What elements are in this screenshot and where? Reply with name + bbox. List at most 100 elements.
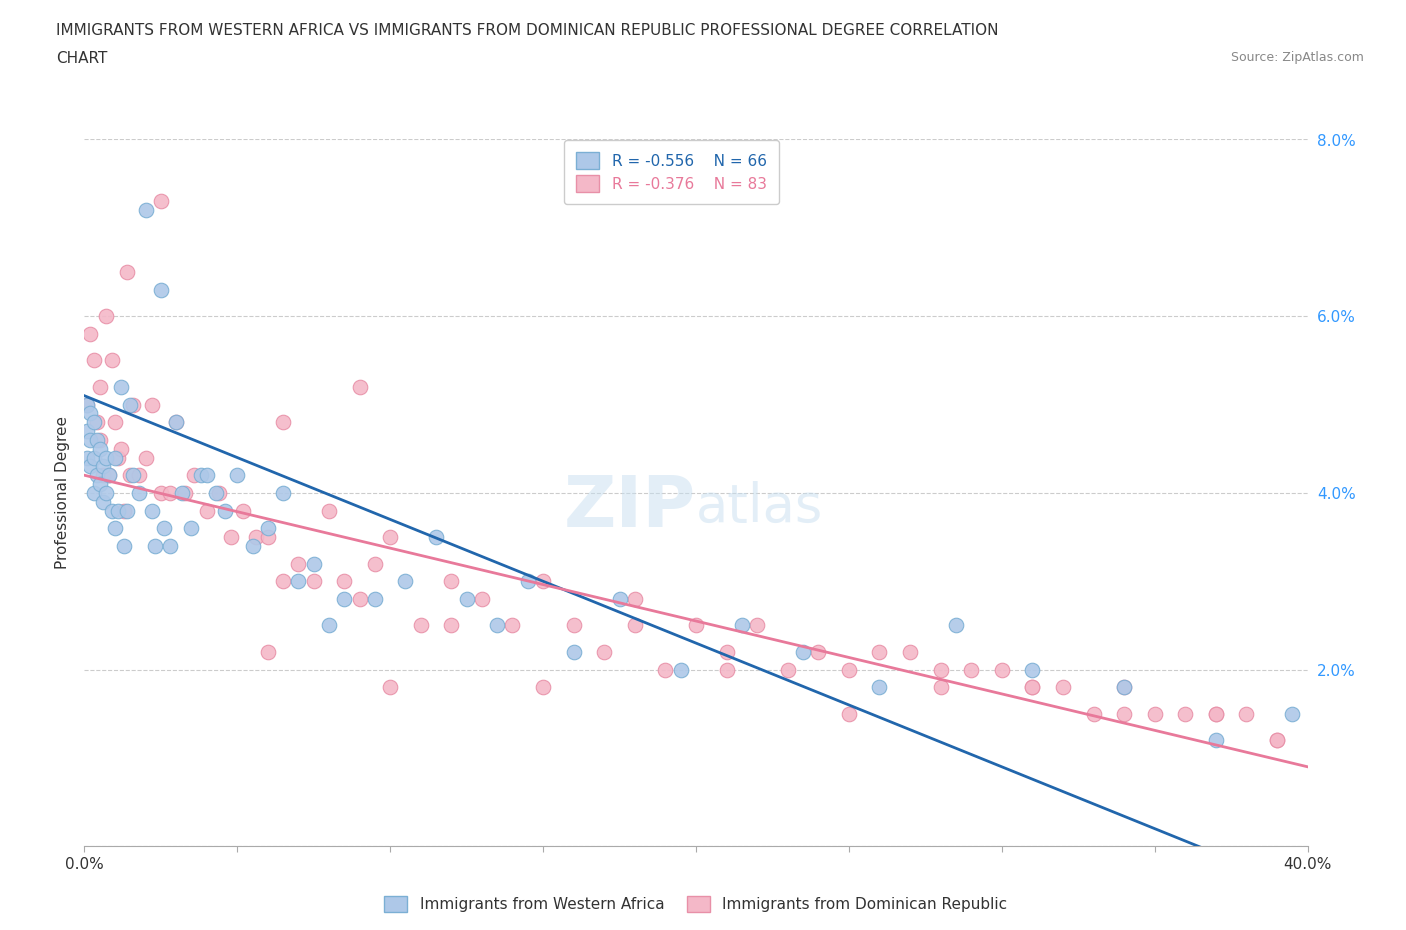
Point	[1114, 680, 1136, 695]
Point	[245, 530, 267, 545]
Point	[318, 503, 340, 518]
Point	[165, 415, 187, 430]
Point	[380, 680, 402, 695]
Point	[110, 379, 132, 394]
Point	[122, 397, 145, 412]
Point	[409, 618, 432, 633]
Point	[1021, 662, 1043, 677]
Point	[333, 574, 356, 589]
Point	[1234, 707, 1257, 722]
Point	[792, 644, 814, 659]
Point	[149, 485, 172, 500]
Point	[349, 591, 371, 606]
Point	[135, 450, 157, 465]
Point	[1281, 707, 1303, 722]
Point	[128, 485, 150, 500]
Point	[531, 680, 554, 695]
Point	[1205, 733, 1227, 748]
Point	[440, 618, 463, 633]
Point	[747, 618, 769, 633]
Point	[76, 397, 98, 412]
Point	[159, 538, 181, 553]
Point	[960, 662, 983, 677]
Point	[83, 415, 105, 430]
Point	[83, 485, 105, 500]
Point	[86, 468, 108, 483]
Point	[807, 644, 830, 659]
Point	[302, 556, 325, 571]
Point	[232, 503, 254, 518]
Point	[471, 591, 494, 606]
Point	[456, 591, 478, 606]
Point	[195, 503, 218, 518]
Point	[869, 680, 891, 695]
Point	[364, 556, 387, 571]
Point	[1265, 733, 1288, 748]
Point	[89, 477, 111, 492]
Point	[115, 503, 138, 518]
Point	[486, 618, 509, 633]
Point	[318, 618, 340, 633]
Point	[716, 644, 738, 659]
Point	[89, 432, 111, 447]
Point	[516, 574, 538, 589]
Point	[394, 574, 416, 589]
Point	[271, 574, 294, 589]
Point	[205, 485, 228, 500]
Point	[112, 503, 135, 518]
Point	[1114, 707, 1136, 722]
Point	[624, 591, 647, 606]
Point	[120, 397, 142, 412]
Point	[104, 521, 127, 536]
Text: ZIP: ZIP	[564, 472, 696, 541]
Point	[226, 468, 249, 483]
Point	[1083, 707, 1105, 722]
Point	[731, 618, 754, 633]
Point	[104, 415, 127, 430]
Point	[122, 468, 145, 483]
Point	[242, 538, 264, 553]
Point	[716, 662, 738, 677]
Point	[593, 644, 616, 659]
Point	[502, 618, 524, 633]
Point	[531, 574, 554, 589]
Point	[159, 485, 181, 500]
Point	[89, 379, 111, 394]
Point	[929, 680, 952, 695]
Point	[104, 450, 127, 465]
Point	[287, 574, 309, 589]
Point	[1205, 707, 1227, 722]
Point	[654, 662, 676, 677]
Text: CHART: CHART	[56, 51, 108, 66]
Point	[141, 397, 163, 412]
Point	[1265, 733, 1288, 748]
Point	[79, 432, 101, 447]
Point	[287, 556, 309, 571]
Point	[1021, 680, 1043, 695]
Point	[1143, 707, 1166, 722]
Point	[208, 485, 231, 500]
Point	[94, 485, 117, 500]
Point	[107, 503, 129, 518]
Point	[91, 495, 114, 510]
Point	[94, 309, 117, 324]
Point	[425, 530, 447, 545]
Point	[1205, 707, 1227, 722]
Y-axis label: Professional Degree: Professional Degree	[55, 417, 70, 569]
Point	[257, 521, 280, 536]
Point	[380, 530, 402, 545]
Point	[86, 415, 108, 430]
Text: IMMIGRANTS FROM WESTERN AFRICA VS IMMIGRANTS FROM DOMINICAN REPUBLIC PROFESSIONA: IMMIGRANTS FROM WESTERN AFRICA VS IMMIGR…	[56, 23, 998, 38]
Point	[1021, 680, 1043, 695]
Point	[624, 618, 647, 633]
Point	[214, 503, 236, 518]
Point	[101, 503, 124, 518]
Point	[112, 538, 135, 553]
Point	[183, 468, 205, 483]
Point	[141, 503, 163, 518]
Point	[115, 265, 138, 280]
Point	[172, 485, 194, 500]
Point	[79, 406, 101, 421]
Point	[945, 618, 967, 633]
Point	[149, 194, 172, 209]
